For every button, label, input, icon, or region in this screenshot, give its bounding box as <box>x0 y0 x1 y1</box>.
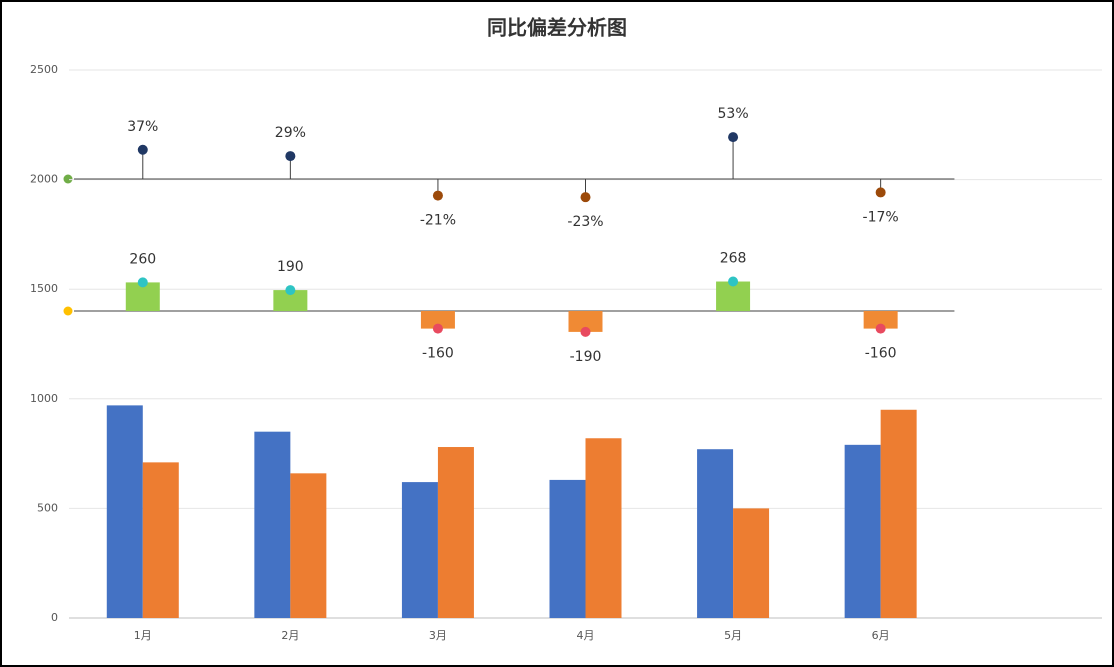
deviation-bar <box>568 311 603 332</box>
bar <box>142 462 179 618</box>
baseline-marker <box>63 306 73 316</box>
bar <box>106 405 143 618</box>
y-tick-label: 2500 <box>30 63 58 76</box>
bar <box>733 508 770 618</box>
y-tick-label: 0 <box>51 611 58 624</box>
bar <box>585 438 622 618</box>
yoy-dot <box>285 151 296 162</box>
bar <box>844 444 881 618</box>
data-label: -190 <box>570 349 602 365</box>
data-label: -160 <box>422 346 454 362</box>
deviation-dot <box>580 326 591 337</box>
bar <box>437 447 474 618</box>
bar <box>880 409 917 618</box>
data-label: -160 <box>865 346 897 362</box>
yoy-dot <box>432 190 443 201</box>
deviation-dot <box>285 285 296 296</box>
deviation-bar <box>420 311 455 329</box>
data-label: -21% <box>420 213 456 229</box>
chart-title: 同比偏差分析图 <box>487 16 627 40</box>
data-label: -17% <box>863 209 899 225</box>
x-tick-label: 5月 <box>724 629 742 642</box>
deviation-bar <box>863 311 898 329</box>
x-tick-label: 2月 <box>281 629 299 642</box>
y-tick-label: 500 <box>37 501 58 514</box>
deviation-dot <box>875 323 886 334</box>
yoy-dot <box>728 132 739 143</box>
x-tick-label: 4月 <box>577 629 595 642</box>
x-tick-label: 1月 <box>134 629 152 642</box>
y-tick-label: 1000 <box>30 392 58 405</box>
data-label: 29% <box>275 125 306 141</box>
data-label: 190 <box>277 259 304 275</box>
data-label: 37% <box>127 119 158 135</box>
deviation-bar <box>273 290 308 311</box>
x-tick-label: 3月 <box>429 629 447 642</box>
y-tick-label: 1500 <box>30 282 58 295</box>
bar <box>549 479 586 618</box>
bar <box>401 482 438 618</box>
data-label: -23% <box>567 214 603 230</box>
yoy-dot <box>580 192 591 203</box>
deviation-dot <box>432 323 443 334</box>
data-label: 268 <box>720 251 747 267</box>
x-tick-label: 6月 <box>872 629 890 642</box>
deviation-dot <box>137 277 148 288</box>
bar <box>254 431 291 618</box>
bar <box>290 473 327 618</box>
baseline-marker <box>63 174 73 184</box>
yoy-dot <box>875 187 886 198</box>
bar <box>697 449 734 618</box>
data-label: 53% <box>718 106 749 122</box>
y-tick-label: 2000 <box>30 173 58 186</box>
deviation-dot <box>728 276 739 287</box>
yoy-dot <box>137 144 148 155</box>
data-label: 260 <box>129 251 156 267</box>
